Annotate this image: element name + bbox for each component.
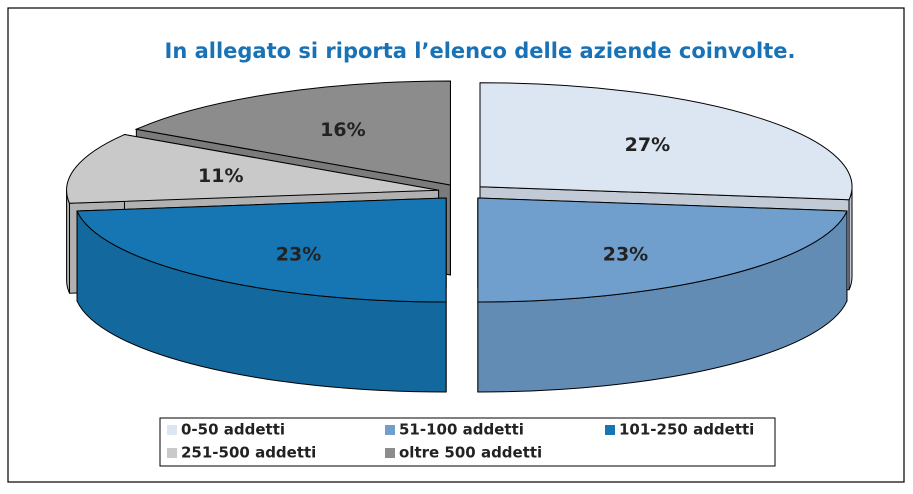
data-label: 23% [603,243,648,265]
data-label: 27% [625,134,670,156]
data-label: 23% [276,243,321,265]
slice-top [66,134,439,204]
slice-top [134,80,451,186]
legend-swatch [167,425,177,435]
legend-label: oltre 500 addetti [399,444,542,462]
slice-top [477,197,848,303]
data-label: 16% [320,119,365,141]
legend-swatch [605,425,615,435]
legend-label: 0-50 addetti [181,421,285,439]
slice-wall [848,186,853,290]
data-label: 11% [198,165,243,187]
slice: 23% [477,197,848,393]
slice: 23% [76,197,447,393]
slice-top [479,82,853,201]
legend-label: 51-100 addetti [399,421,524,439]
legend-swatch [385,448,395,458]
slice-wall [66,190,71,294]
legend-swatch [385,425,395,435]
legend [159,417,776,467]
legend-label: 251-500 addetti [181,444,316,462]
pie: 16% 27% 11% 23% 23% [66,80,853,393]
legend-items: 0-50 addetti 51-100 addetti 101-250 addett… [167,421,754,462]
legend-swatch [167,448,177,458]
legend-label: 101-250 addetti [619,421,754,439]
slice-top [76,197,447,303]
chart-title: In allegato si riporta l’elenco delle az… [165,39,796,63]
